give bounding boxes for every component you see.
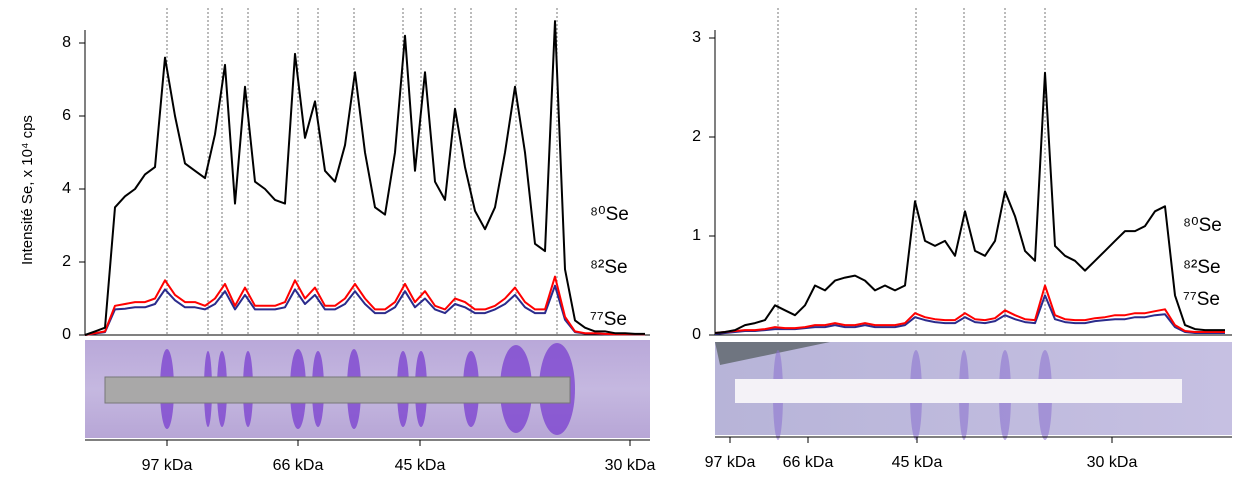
y-tick-label: 8 [62, 34, 71, 51]
x-tick-label: 45 kDa [395, 457, 446, 474]
y-tick-label: 4 [62, 180, 71, 197]
gel-left [85, 340, 650, 438]
legend-label: ⁸²Se [590, 257, 628, 278]
y-tick-label: 2 [62, 253, 71, 270]
x-tick-label: 45 kDa [892, 454, 943, 471]
y-axis-label: Intensité Se, x 10⁴ cps [19, 115, 36, 265]
x-tick-label: 97 kDa [705, 454, 756, 471]
x-tick-label: 66 kDa [783, 454, 834, 471]
y-tick-label: 2 [692, 128, 701, 145]
y-tick-label: 6 [62, 107, 71, 124]
legend-label: ⁷⁷Se [590, 309, 627, 330]
series-line [84, 284, 645, 336]
gel-right [715, 342, 1232, 440]
x-tick-label: 30 kDa [605, 457, 656, 474]
legend-label: ⁸⁰Se [1183, 215, 1222, 236]
series-line [714, 284, 1225, 334]
x-tick-label: 97 kDa [142, 457, 193, 474]
series-line [84, 275, 645, 336]
y-tick-label: 3 [692, 29, 701, 46]
x-tick-label: 66 kDa [273, 457, 324, 474]
legend-label: ⁸⁰Se [590, 204, 629, 225]
x-tick-label: 30 kDa [1087, 454, 1138, 471]
y-tick-label: 0 [692, 326, 701, 343]
legend-label: ⁸²Se [1183, 257, 1221, 278]
y-tick-label: 0 [62, 326, 71, 343]
y-tick-label: 1 [692, 227, 701, 244]
legend-label: ⁷⁷Se [1183, 289, 1220, 310]
series-line [714, 71, 1225, 334]
series-line [84, 20, 645, 336]
